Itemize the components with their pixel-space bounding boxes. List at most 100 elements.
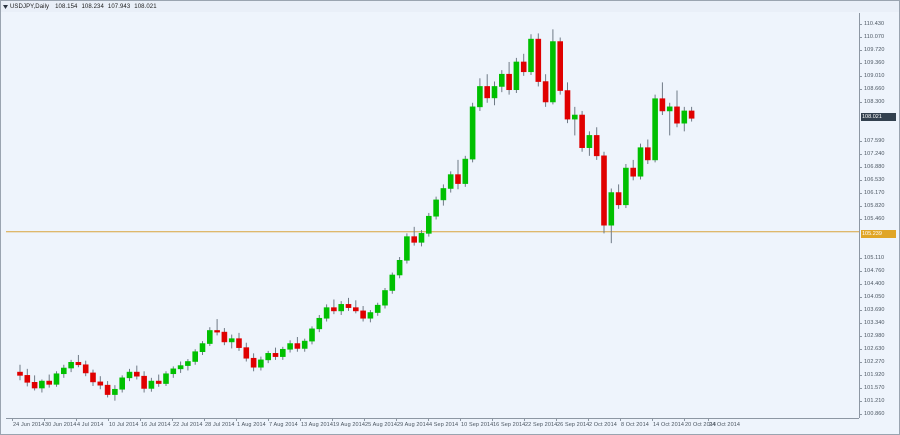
candle-body-bearish bbox=[46, 380, 53, 385]
candle-body-bullish bbox=[433, 199, 439, 217]
candle-body-bullish bbox=[425, 215, 432, 234]
time-tick bbox=[364, 418, 365, 421]
candlestick bbox=[674, 90, 680, 128]
candlestick bbox=[389, 272, 396, 294]
candle-body-bullish bbox=[623, 167, 629, 206]
candlestick bbox=[316, 314, 323, 333]
candlestick bbox=[126, 368, 133, 382]
candle-body-bearish bbox=[601, 155, 607, 226]
price-axis-label: 102.630 bbox=[864, 346, 885, 352]
candle-body-bullish bbox=[498, 73, 505, 87]
candle-body-bullish bbox=[608, 192, 615, 226]
price-axis-label: 104.760 bbox=[864, 268, 885, 274]
candle-body-bullish bbox=[126, 371, 133, 379]
candlestick bbox=[60, 364, 67, 378]
symbol-period-label: USDJPY,Daily bbox=[10, 3, 50, 10]
candlestick bbox=[564, 82, 571, 124]
candlestick bbox=[46, 374, 53, 388]
candlestick bbox=[593, 127, 600, 160]
candlestick bbox=[75, 354, 82, 368]
candle-body-bearish bbox=[688, 110, 695, 119]
candle-body-bearish bbox=[542, 81, 549, 103]
time-axis[interactable]: 24 Jun 2014 30 Jun 2014 4 Jul 2014 10 Jul 2… bbox=[6, 418, 859, 434]
candle-body-bearish bbox=[455, 174, 461, 184]
candlestick bbox=[134, 365, 140, 380]
candlestick bbox=[309, 326, 315, 345]
triangle-down-icon[interactable] bbox=[1, 1, 10, 12]
candle-body-bullish bbox=[287, 343, 293, 350]
candlestick bbox=[542, 74, 549, 107]
candlestick-plot[interactable] bbox=[6, 13, 859, 417]
price-tick bbox=[859, 401, 862, 402]
candle-body-bullish bbox=[207, 330, 213, 344]
candle-body-bullish bbox=[309, 328, 315, 342]
candlestick bbox=[53, 371, 60, 387]
candle-body-bearish bbox=[659, 98, 666, 112]
candle-body-bullish bbox=[68, 362, 74, 369]
candle-body-bullish bbox=[513, 61, 520, 91]
candle-body-bullish bbox=[418, 233, 425, 243]
time-tick bbox=[684, 418, 685, 421]
price-tick bbox=[859, 154, 862, 155]
time-axis-label: 22 Jul 2014 bbox=[173, 422, 203, 428]
price-tick bbox=[859, 258, 862, 259]
candle-body-bearish bbox=[535, 38, 542, 82]
candlestick bbox=[440, 184, 447, 206]
candle-body-bullish bbox=[228, 338, 235, 343]
candlestick bbox=[455, 159, 461, 190]
candle-body-bullish bbox=[382, 290, 388, 306]
candle-body-bearish bbox=[141, 375, 147, 389]
time-tick bbox=[556, 418, 557, 421]
time-tick bbox=[172, 418, 173, 421]
candlestick bbox=[90, 369, 96, 386]
candle-body-bearish bbox=[615, 192, 622, 206]
time-tick bbox=[76, 418, 77, 421]
candlestick bbox=[228, 334, 235, 349]
price-tick bbox=[859, 180, 862, 181]
candle-body-bullish bbox=[177, 365, 184, 370]
candlestick bbox=[192, 349, 198, 365]
candlestick bbox=[447, 171, 454, 193]
time-axis-label: 16 Jul 2014 bbox=[141, 422, 171, 428]
time-tick bbox=[44, 418, 45, 421]
time-tick bbox=[620, 418, 621, 421]
time-axis-label: 4 Sep 2014 bbox=[429, 422, 459, 428]
candle-body-bearish bbox=[294, 343, 301, 349]
candlestick bbox=[477, 78, 483, 111]
time-tick bbox=[12, 418, 13, 421]
candle-body-bearish bbox=[155, 380, 162, 384]
price-tick bbox=[859, 297, 862, 298]
candle-body-bearish bbox=[644, 147, 651, 161]
price-tick bbox=[859, 76, 862, 77]
time-tick bbox=[492, 418, 493, 421]
price-axis-label: 101.570 bbox=[864, 385, 885, 391]
time-axis-label: 20 Oct 2014 bbox=[685, 422, 717, 428]
price-tick bbox=[859, 37, 862, 38]
time-tick bbox=[236, 418, 237, 421]
candlestick bbox=[119, 375, 125, 393]
candle-body-bearish bbox=[579, 114, 585, 148]
candle-body-bullish bbox=[316, 317, 323, 330]
candlestick bbox=[396, 257, 403, 279]
candle-body-bearish bbox=[236, 338, 242, 348]
candlestick bbox=[279, 346, 286, 360]
candle-body-bullish bbox=[447, 174, 454, 189]
price-axis-label: 101.210 bbox=[864, 398, 885, 404]
time-axis-label: 8 Oct 2014 bbox=[621, 422, 649, 428]
candlestick bbox=[644, 139, 651, 164]
price-axis[interactable]: 108.021 105.239 110.430 110.070 109.720 109… bbox=[859, 13, 899, 418]
time-axis-label: 30 Jun 2014 bbox=[45, 422, 77, 428]
candle-body-bearish bbox=[674, 106, 680, 124]
time-tick bbox=[268, 418, 269, 421]
time-tick bbox=[652, 418, 653, 421]
candlestick bbox=[528, 34, 534, 76]
candlestick bbox=[404, 233, 410, 264]
price-tick bbox=[859, 206, 862, 207]
ohlc-close: 108.021 bbox=[134, 3, 157, 10]
candle-body-bullish bbox=[53, 373, 60, 385]
candlestick bbox=[294, 337, 301, 352]
candle-body-bullish bbox=[265, 353, 272, 361]
candlestick bbox=[418, 230, 425, 247]
candlestick bbox=[637, 143, 644, 180]
